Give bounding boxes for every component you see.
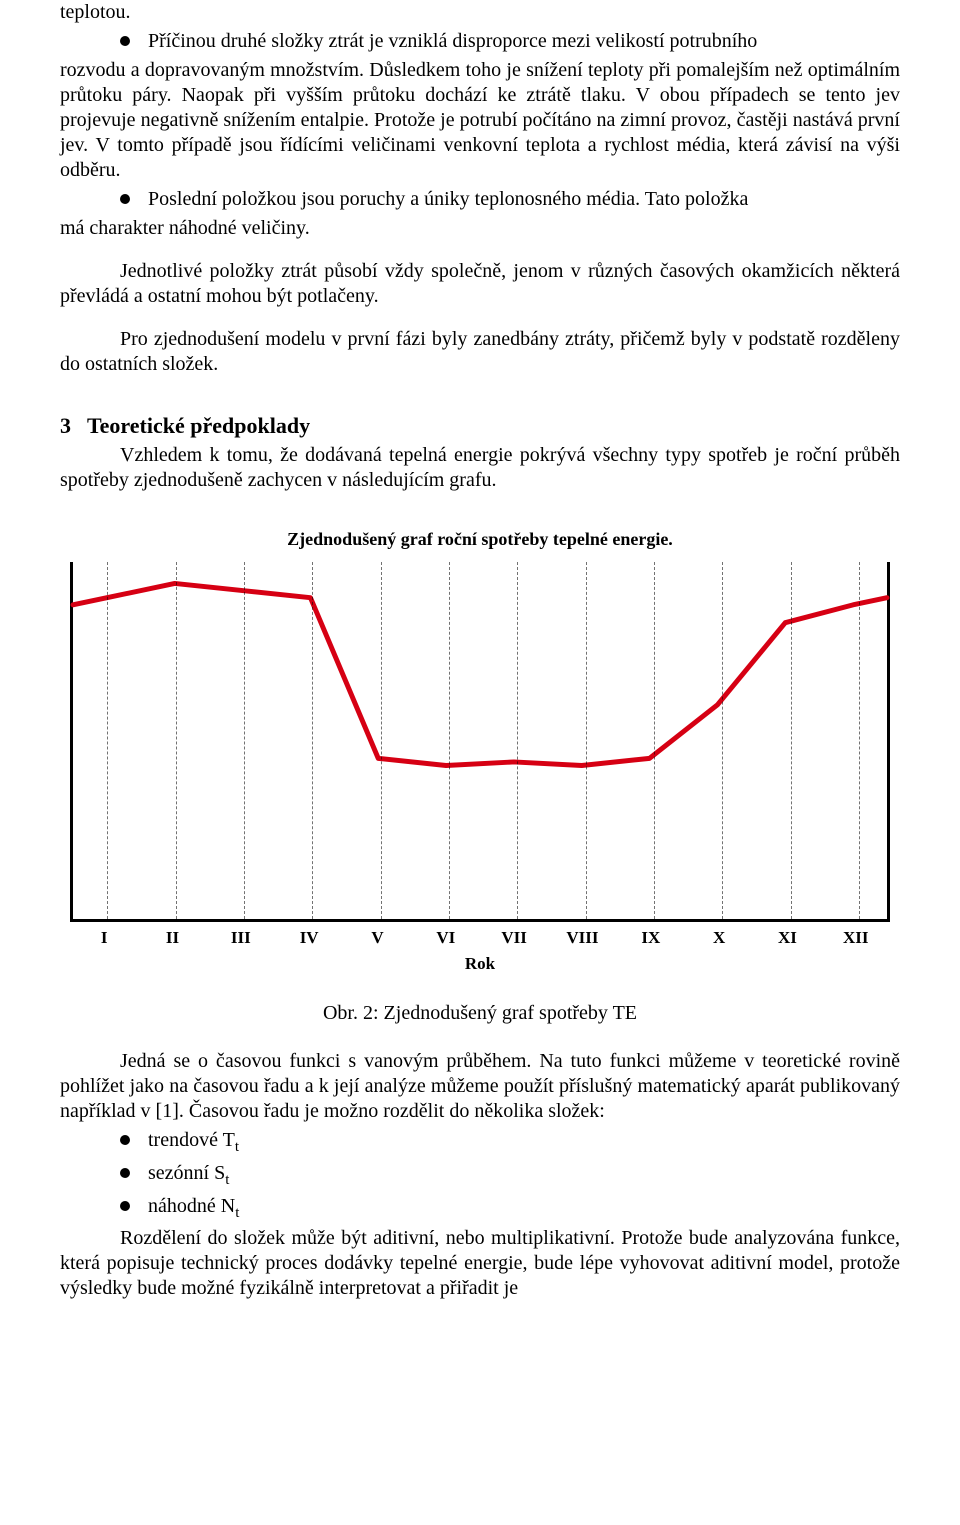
chart-plot-area bbox=[70, 562, 890, 922]
chart-x-label: III bbox=[207, 928, 275, 948]
component-bullet-text: sezónní St bbox=[148, 1161, 900, 1190]
bullet-dot-icon bbox=[120, 1168, 130, 1178]
chart-gridline bbox=[517, 562, 518, 919]
chart-x-label: VI bbox=[412, 928, 480, 948]
chart-gridline bbox=[449, 562, 450, 919]
bullet-dot-icon bbox=[120, 1201, 130, 1211]
paragraph-vzhledem: Vzhledem k tomu, že dodávaná tepelná ene… bbox=[60, 443, 900, 493]
bullet-dot-icon bbox=[120, 194, 130, 204]
bullet-item-1: Příčinou druhé složky ztrát je vzniklá d… bbox=[60, 29, 900, 54]
chart-gridline bbox=[381, 562, 382, 919]
bullet-dot-icon bbox=[120, 36, 130, 46]
chart-x-label: X bbox=[685, 928, 753, 948]
chart-x-label: II bbox=[138, 928, 206, 948]
chart-x-label: IV bbox=[275, 928, 343, 948]
component-bullet-item: sezónní St bbox=[60, 1161, 900, 1190]
chart-x-label: VIII bbox=[548, 928, 616, 948]
paragraph-jednotlive: Jednotlivé položky ztrát působí vždy spo… bbox=[60, 259, 900, 309]
subscript: t bbox=[225, 1172, 229, 1188]
chart-x-label: VII bbox=[480, 928, 548, 948]
chart-gridline bbox=[244, 562, 245, 919]
component-bullet-item: náhodné Nt bbox=[60, 1194, 900, 1223]
component-bullet-text: náhodné Nt bbox=[148, 1194, 900, 1223]
chart-x-labels: IIIIIIIVVVIVIIVIIIIXXXIXII bbox=[70, 928, 890, 948]
paragraph-zjednoduseni: Pro zjednodušení modelu v první fázi byl… bbox=[60, 327, 900, 377]
chart-x-label: XII bbox=[822, 928, 890, 948]
chart-series-line bbox=[73, 583, 887, 765]
paragraph-jedna-se: Jedná se o časovou funkci s vanovým průb… bbox=[60, 1049, 900, 1124]
paragraph-after-bullet-1: rozvodu a dopravovaným množstvím. Důsled… bbox=[60, 58, 900, 183]
subscript: t bbox=[235, 1205, 239, 1221]
chart-x-label: V bbox=[343, 928, 411, 948]
bullet-item-2: Poslední položkou jsou poruchy a úniky t… bbox=[60, 187, 900, 212]
section-number: 3 bbox=[60, 413, 71, 439]
paragraph-after-bullet-2: má charakter náhodné veličiny. bbox=[60, 216, 900, 241]
chart-title: Zjednodušený graf roční spotřeby tepelné… bbox=[60, 529, 900, 550]
chart-container: Zjednodušený graf roční spotřeby tepelné… bbox=[60, 529, 900, 974]
chart-gridline bbox=[176, 562, 177, 919]
bullet-dot-icon bbox=[120, 1135, 130, 1145]
chart-gridline bbox=[107, 562, 108, 919]
chart-line-svg bbox=[73, 562, 887, 919]
bullet-1-text: Příčinou druhé složky ztrát je vzniklá d… bbox=[148, 29, 900, 54]
components-bullet-list: trendové Tt sezónní St náhodné Nt bbox=[60, 1128, 900, 1222]
chart-x-label: XI bbox=[753, 928, 821, 948]
chart-x-axis-caption: Rok bbox=[60, 954, 900, 974]
component-bullet-item: trendové Tt bbox=[60, 1128, 900, 1157]
chart-gridline bbox=[791, 562, 792, 919]
paragraph-teplotou: teplotou. bbox=[60, 0, 900, 25]
chart-gridline bbox=[654, 562, 655, 919]
chart-gridline bbox=[859, 562, 860, 919]
component-bullet-text: trendové Tt bbox=[148, 1128, 900, 1157]
subscript: t bbox=[235, 1139, 239, 1155]
page: teplotou. Příčinou druhé složky ztrát je… bbox=[0, 0, 960, 1335]
chart-x-label: I bbox=[70, 928, 138, 948]
chart-gridline bbox=[722, 562, 723, 919]
chart-x-label: IX bbox=[617, 928, 685, 948]
bullet-2-text: Poslední položkou jsou poruchy a úniky t… bbox=[148, 187, 900, 212]
paragraph-rozdeleni: Rozdělení do složek může být aditivní, n… bbox=[60, 1226, 900, 1301]
chart-gridline bbox=[586, 562, 587, 919]
figure-caption: Obr. 2: Zjednodušený graf spotřeby TE bbox=[60, 1002, 900, 1025]
section-title: Teoretické předpoklady bbox=[87, 413, 310, 439]
chart-gridline bbox=[312, 562, 313, 919]
section-heading: 3 Teoretické předpoklady bbox=[60, 413, 900, 439]
